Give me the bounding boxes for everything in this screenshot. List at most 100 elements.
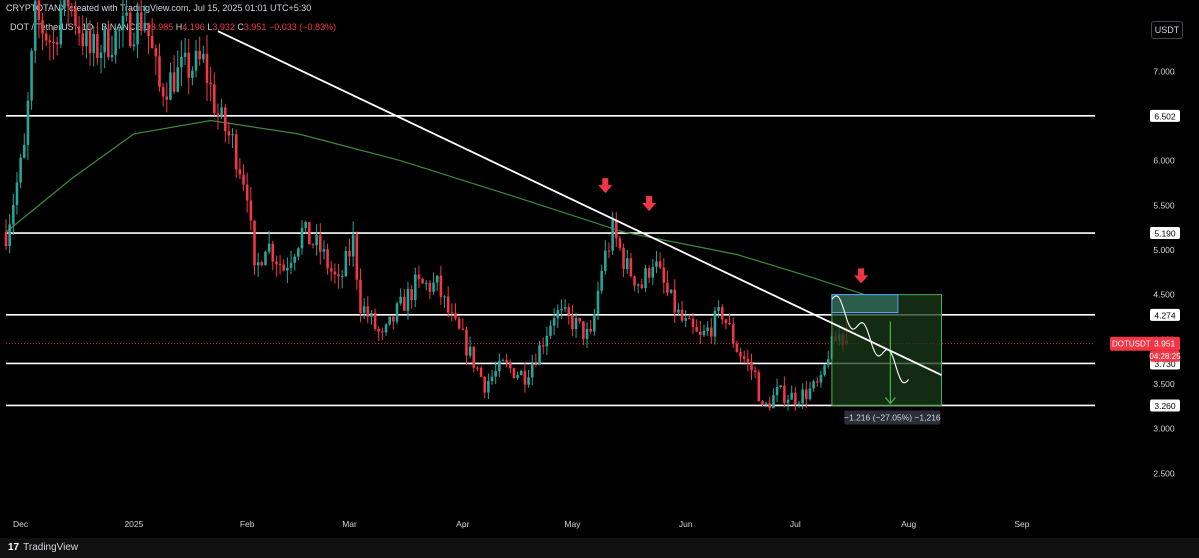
candle-body [699, 331, 702, 335]
down-arrow-icon [642, 203, 657, 212]
candle-body [183, 52, 187, 57]
candle-body [552, 318, 556, 326]
candle-body [695, 327, 698, 332]
candle-body [15, 182, 19, 206]
candle-body [483, 376, 487, 393]
level-price-label: 3.260 [1154, 401, 1176, 411]
candle-body [593, 314, 596, 332]
tradingview-logo[interactable]: 17 TradingView [8, 542, 78, 553]
candle-body [194, 50, 198, 71]
level-price-label: 6.502 [1154, 111, 1176, 121]
candle-body [611, 219, 614, 251]
arrows-layer [598, 178, 869, 284]
x-axis-tick-label: Aug [901, 519, 916, 529]
candle-body [421, 278, 424, 284]
candles-layer [4, 0, 848, 411]
candle-body [417, 274, 421, 279]
candle-body [37, 0, 41, 20]
candle-body [633, 276, 636, 286]
candle-body [81, 33, 85, 47]
moving-average-layer [5, 119, 865, 296]
level-price-label: 4.274 [1154, 310, 1176, 320]
candle-body [516, 374, 519, 378]
candle-body [794, 392, 797, 405]
candle-body [234, 134, 238, 170]
axis-layer: 6.502 5.190 4.274 3.730 3.260 2.500 3.000 3.500… [13, 66, 1181, 529]
candle-body [644, 268, 647, 289]
x-axis-tick-label: Mar [342, 519, 357, 529]
candle-body [655, 261, 658, 267]
candle-body [669, 289, 673, 293]
projected-path [831, 295, 910, 384]
candle-body [614, 219, 618, 239]
y-axis-tick-label: 6.000 [1153, 156, 1175, 166]
candle-body [618, 238, 622, 249]
measure-arrow-head [884, 397, 896, 405]
currency-button[interactable]: USDT [1151, 21, 1183, 39]
candle-body [589, 329, 592, 332]
y-axis-tick-label: 3.500 [1153, 379, 1175, 389]
candle-body [428, 282, 432, 292]
candle-body [103, 28, 106, 53]
candle-body [147, 22, 150, 37]
candle-body [556, 310, 560, 319]
tradingview-logo-icon: 17 [8, 542, 20, 553]
candle-body [231, 134, 234, 136]
candle-body [710, 327, 713, 337]
x-axis-tick-label: Feb [240, 519, 255, 529]
level-price-tag [1150, 399, 1180, 412]
candle-body [779, 385, 783, 388]
candle-body [468, 346, 472, 356]
candle-body [750, 361, 753, 371]
candle-body [311, 244, 315, 246]
candle-body [647, 268, 651, 278]
candle-body [282, 264, 286, 271]
candle-body [143, 22, 147, 31]
candle-body [435, 275, 439, 283]
candle-body [107, 28, 110, 58]
price-chart[interactable]: −1.216 (−27.05%) −1,216 6.502 5.190 4.274 3… [0, 0, 1199, 538]
candle-body [96, 33, 99, 59]
candle-body [501, 360, 505, 362]
level-price-tag [1150, 109, 1180, 122]
level-price-label: 3.730 [1154, 359, 1176, 369]
candle-body [607, 250, 611, 252]
candle-body [490, 376, 494, 382]
candle-body [77, 26, 81, 34]
candle-body [768, 403, 772, 409]
candle-body [691, 318, 695, 328]
candle-body [359, 279, 362, 313]
candle-body [706, 327, 709, 331]
candle-body [443, 296, 446, 298]
candle-body [775, 387, 779, 396]
candle-body [457, 318, 461, 329]
candle-body [651, 266, 655, 278]
candle-body [99, 52, 103, 59]
candle-body [92, 33, 95, 53]
footer-bar: 17 TradingView [0, 538, 1199, 558]
high-value: 4.196 [182, 22, 205, 32]
measure-label-box [844, 410, 941, 425]
candle-body [66, 0, 70, 7]
measure-label: −1.216 (−27.05%) −1,216 [844, 412, 941, 422]
countdown-label: 04:28:25 [1149, 352, 1181, 361]
candle-body [300, 228, 304, 249]
candle-body [136, 12, 139, 45]
candle-body [585, 329, 589, 339]
candle-body [377, 328, 381, 332]
candle-body [395, 303, 399, 322]
current-price-value: 3.951 [1154, 339, 1176, 349]
candle-body [30, 50, 33, 101]
x-axis-tick-label: Jul [790, 519, 801, 529]
candle-body [713, 310, 717, 337]
descending-trendline [217, 30, 942, 376]
candle-body [22, 144, 26, 158]
candle-body [494, 371, 497, 377]
candle-body [684, 318, 687, 321]
candle-body [819, 374, 823, 383]
candle-body [158, 56, 161, 87]
candle-body [509, 363, 512, 369]
candle-body [454, 313, 457, 319]
candle-body [44, 33, 48, 41]
candle-body [381, 331, 384, 333]
